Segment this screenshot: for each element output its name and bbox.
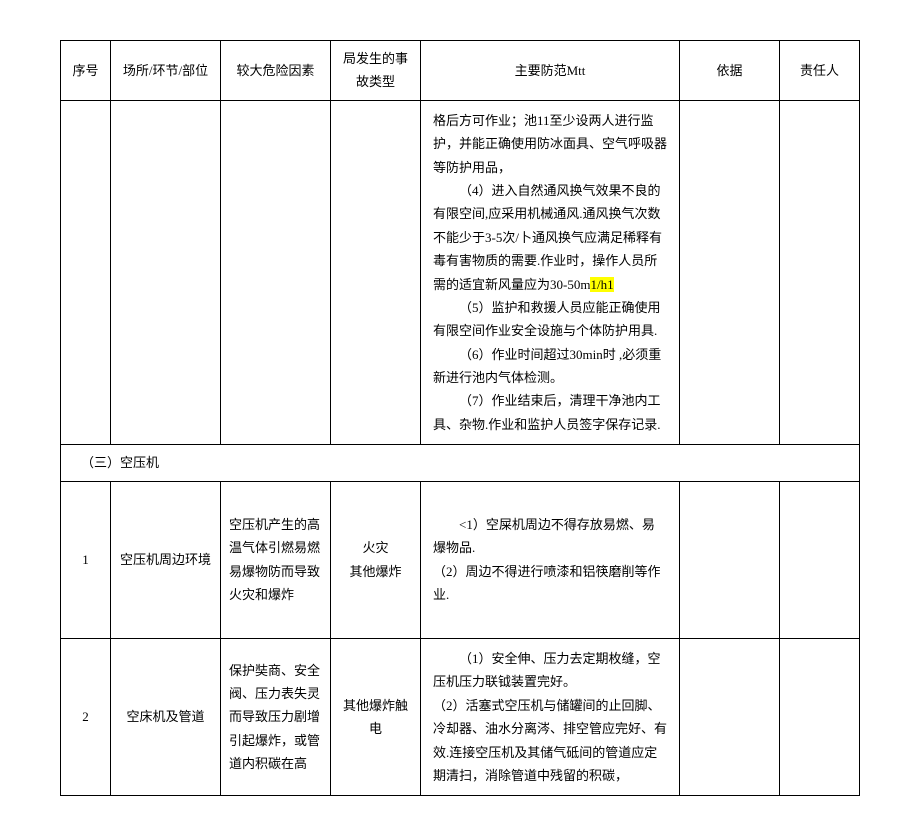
risk-table: 序号 场所/环节/部位 较大危险因素 局发生的事故类型 主要防范Mtt 依据 责…: [60, 40, 860, 796]
cell-seq-2: 2: [61, 638, 111, 795]
cell-basis-2: [680, 638, 780, 795]
measure-highlight: 1/h1: [590, 277, 613, 292]
cell-measure-1: <1）空屎机周边不得存放易燃、易爆物品. （2）周边不得进行喷漆和铝筷磨削等作业…: [421, 481, 680, 638]
measure-line-4: （7）作业结束后，清理干净池内工具、杂物.作业和监护人员签字保存记录.: [433, 389, 667, 436]
header-type: 局发生的事故类型: [331, 41, 421, 101]
cell-place-cont: [111, 100, 221, 444]
header-basis: 依据: [680, 41, 780, 101]
cell-place-2: 空床机及管道: [111, 638, 221, 795]
cell-type-cont: [331, 100, 421, 444]
cell-seq-1: 1: [61, 481, 111, 638]
cell-factor-1: 空压机产生的高温气体引燃易燃易爆物防而导致火灾和爆炸: [221, 481, 331, 638]
header-factor: 较大危险因素: [221, 41, 331, 101]
cell-person-cont: [780, 100, 860, 444]
table-row-1: 1 空压机周边环境 空压机产生的高温气体引燃易燃易爆物防而导致火灾和爆炸 火灾 …: [61, 481, 860, 638]
header-measure: 主要防范Mtt: [421, 41, 680, 101]
cell-basis-1: [680, 481, 780, 638]
measure-2-text: （1）安全伸、压力去定期枚缝，空压机压力联钺装置完好。 （2）活塞式空压机与储罐…: [433, 647, 667, 787]
cell-place-1: 空压机周边环境: [111, 481, 221, 638]
measure-1-text: <1）空屎机周边不得存放易燃、易爆物品. （2）周边不得进行喷漆和铝筷磨削等作业…: [433, 513, 667, 607]
header-person: 责任人: [780, 41, 860, 101]
header-seq: 序号: [61, 41, 111, 101]
measure-line-0: 格后方可作业；池11至少设两人进行监护，并能正确使用防冰面具、空气呼吸器等防护用…: [433, 113, 667, 175]
measure-line-1: （4）进入自然通风换气效果不良的有限空间,应采用机械通风.通风换气次数不能少于3…: [433, 183, 662, 292]
measure-line-1-wrap: （4）进入自然通风换气效果不良的有限空间,应采用机械通风.通风换气次数不能少于3…: [433, 179, 667, 296]
cell-basis-cont: [680, 100, 780, 444]
header-place: 场所/环节/部位: [111, 41, 221, 101]
cell-measure-cont: 格后方可作业；池11至少设两人进行监护，并能正确使用防冰面具、空气呼吸器等防护用…: [421, 100, 680, 444]
cell-factor-2: 保护奘商、安全阀、压力表失灵而导致压力剧增引起爆炸，或管道内积碳在高: [221, 638, 331, 795]
cell-person-2: [780, 638, 860, 795]
table-row-2: 2 空床机及管道 保护奘商、安全阀、压力表失灵而导致压力剧增引起爆炸，或管道内积…: [61, 638, 860, 795]
cell-person-1: [780, 481, 860, 638]
section-title: （三）空压机: [61, 445, 860, 481]
cell-type-2: 其他爆炸触电: [331, 638, 421, 795]
cell-type-1: 火灾 其他爆炸: [331, 481, 421, 638]
table-row-continuation: 格后方可作业；池11至少设两人进行监护，并能正确使用防冰面具、空气呼吸器等防护用…: [61, 100, 860, 444]
table-header-row: 序号 场所/环节/部位 较大危险因素 局发生的事故类型 主要防范Mtt 依据 责…: [61, 41, 860, 101]
cell-measure-2: （1）安全伸、压力去定期枚缝，空压机压力联钺装置完好。 （2）活塞式空压机与储罐…: [421, 638, 680, 795]
section-row: （三）空压机: [61, 445, 860, 481]
cell-factor-cont: [221, 100, 331, 444]
cell-seq-cont: [61, 100, 111, 444]
measure-line-2: （5）监护和救援人员应能正确使用有限空间作业安全设施与个体防护用具.: [433, 296, 667, 343]
measure-line-3: （6）作业时间超过30min时 ,必须重新进行池内气体检测。: [433, 343, 667, 390]
